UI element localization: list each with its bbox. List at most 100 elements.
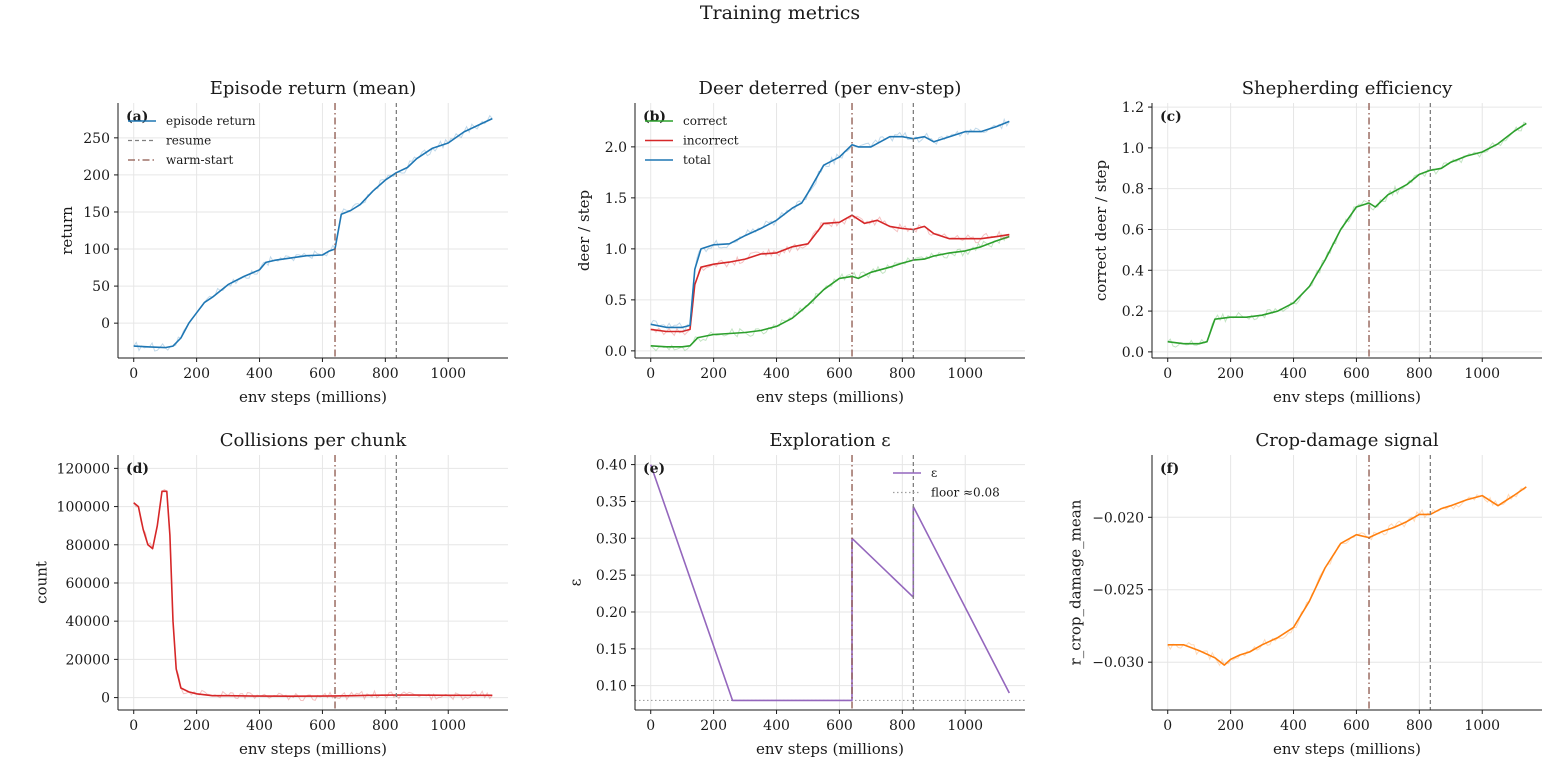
x-tick-label: 600: [1343, 366, 1370, 382]
x-tick-label: 800: [1406, 366, 1433, 382]
y-axis-label: ε: [567, 578, 585, 586]
plot-area: [133, 455, 493, 710]
y-tick-label: 80000: [65, 538, 110, 554]
x-tick-label: 1000: [1464, 718, 1500, 734]
x-axis-label: env steps (millions): [756, 740, 904, 758]
panel-title: Crop-damage signal: [1255, 430, 1439, 451]
x-tick-label: 800: [889, 366, 916, 382]
panel-letter: (a): [126, 109, 148, 125]
legend-label: ε: [931, 466, 937, 480]
y-tick-label: 0: [101, 691, 110, 707]
series-raw-line: [650, 214, 1010, 337]
panel-title: Deer deterred (per env-step): [699, 78, 962, 99]
plot-area: [650, 103, 1010, 358]
y-tick-label: 50: [92, 279, 110, 295]
y-tick-label: 100000: [57, 500, 110, 516]
y-tick-label: 120000: [57, 461, 110, 477]
y-tick-label: 0.0: [1122, 345, 1144, 361]
series-line-episode-return: [133, 117, 493, 349]
x-axis-label: env steps (millions): [239, 388, 387, 406]
x-tick-label: 400: [246, 718, 273, 734]
panel-title: Exploration ε: [769, 430, 890, 451]
series-raw-line: [1167, 121, 1527, 348]
panel-5: 0 200 400 600 800 1000 0.10 0.15 0.20 0.25 0.30 0.3…: [567, 430, 1025, 758]
y-tick-label: 60000: [65, 576, 110, 592]
y-axis-label: deer / step: [575, 190, 593, 271]
panel-title: Shepherding efficiency: [1242, 78, 1453, 99]
y-tick-label: 100: [83, 242, 110, 258]
x-axis-label: env steps (millions): [1273, 740, 1421, 758]
panel-4: 0 200 400 600 800 1000 0 20000 40000 60000 80000 10…: [32, 430, 508, 758]
series-line-main: [1167, 122, 1527, 345]
y-tick-label: −0.020: [1092, 510, 1144, 526]
y-tick-label: −0.025: [1092, 583, 1144, 599]
x-tick-label: 200: [1217, 718, 1244, 734]
y-tick-label: 0.10: [596, 679, 627, 695]
panel-3: 0 200 400 600 800 1000 0.0 0.2 0.4 0.6 0.8 1.0 1.2 Sh…: [1092, 78, 1542, 406]
plot-area: [133, 103, 493, 358]
plot-area: [1167, 103, 1527, 358]
x-axis-label: env steps (millions): [239, 740, 387, 758]
x-tick-label: 800: [889, 718, 916, 734]
panel-title: Collisions per chunk: [220, 430, 408, 451]
x-tick-label: 200: [183, 366, 210, 382]
y-tick-label: 0.35: [596, 494, 627, 510]
y-tick-label: 2.0: [605, 140, 627, 156]
legend: ε floor ≈0.08: [893, 466, 1000, 500]
panels: 0 200 400 600 800 1000 0 50 100 150 200 250 Episode …: [32, 78, 1542, 758]
x-tick-label: 0: [1163, 718, 1172, 734]
y-tick-label: 0.25: [596, 568, 627, 584]
legend-label: episode return: [166, 114, 256, 128]
y-axis-label: r_crop_damage_mean: [1066, 499, 1084, 665]
y-tick-label: 0.4: [1122, 263, 1144, 279]
y-tick-label: 250: [83, 131, 110, 147]
x-tick-label: 1000: [947, 718, 983, 734]
y-tick-label: 150: [83, 205, 110, 221]
series-raw-line: [133, 488, 493, 702]
plot-area: [635, 455, 1025, 710]
series-line-ε: [649, 464, 1011, 702]
legend-label: incorrect: [683, 134, 739, 148]
panel-letter: (b): [643, 109, 666, 125]
y-tick-label: 1.2: [1122, 100, 1144, 116]
x-tick-label: 0: [646, 718, 655, 734]
y-tick-label: 0: [101, 316, 110, 332]
panel-title: Episode return (mean): [210, 78, 416, 99]
x-tick-label: 200: [700, 366, 727, 382]
figure-suptitle: Training metrics: [700, 2, 860, 24]
x-tick-label: 1000: [430, 718, 466, 734]
legend: episode return resume warm-start: [128, 114, 256, 167]
y-tick-label: 1.0: [605, 242, 627, 258]
x-tick-label: 200: [700, 718, 727, 734]
y-tick-label: 0.6: [1122, 222, 1144, 238]
y-tick-label: 0.5: [605, 293, 627, 309]
panel-2: 0 200 400 600 800 1000 0.0 0.5 1.0 1.5 2.0 Deer det…: [575, 78, 1025, 406]
y-tick-label: 40000: [65, 614, 110, 630]
y-tick-label: 0.40: [596, 458, 627, 474]
panel-6: 0 200 400 600 800 1000 −0.030 −0.025 −0.020 Crop-…: [1066, 430, 1542, 758]
legend: correct incorrect total: [645, 114, 739, 167]
x-tick-label: 600: [1343, 718, 1370, 734]
x-tick-label: 400: [1280, 366, 1307, 382]
y-tick-label: 0.20: [596, 605, 627, 621]
panel-1: 0 200 400 600 800 1000 0 50 100 150 200 250 Episode …: [58, 78, 508, 406]
x-tick-label: 400: [1280, 718, 1307, 734]
y-tick-label: 0.30: [596, 531, 627, 547]
x-tick-label: 600: [826, 366, 853, 382]
y-tick-label: 200: [83, 168, 110, 184]
x-tick-label: 400: [763, 366, 790, 382]
series-line-main: [1167, 486, 1527, 666]
x-tick-label: 200: [183, 718, 210, 734]
legend-label: total: [683, 153, 711, 167]
x-tick-label: 0: [1163, 366, 1172, 382]
x-tick-label: 400: [246, 366, 273, 382]
y-axis-label: count: [32, 561, 50, 604]
y-tick-label: 1.0: [1122, 141, 1144, 157]
y-axis-label: correct deer / step: [1092, 160, 1110, 301]
series-line-total: [650, 120, 1010, 329]
y-tick-label: 0.15: [596, 642, 627, 658]
series-raw-line: [133, 114, 493, 352]
x-tick-label: 1000: [1464, 366, 1500, 382]
legend-label: resume: [166, 134, 211, 148]
x-tick-label: 200: [1217, 366, 1244, 382]
